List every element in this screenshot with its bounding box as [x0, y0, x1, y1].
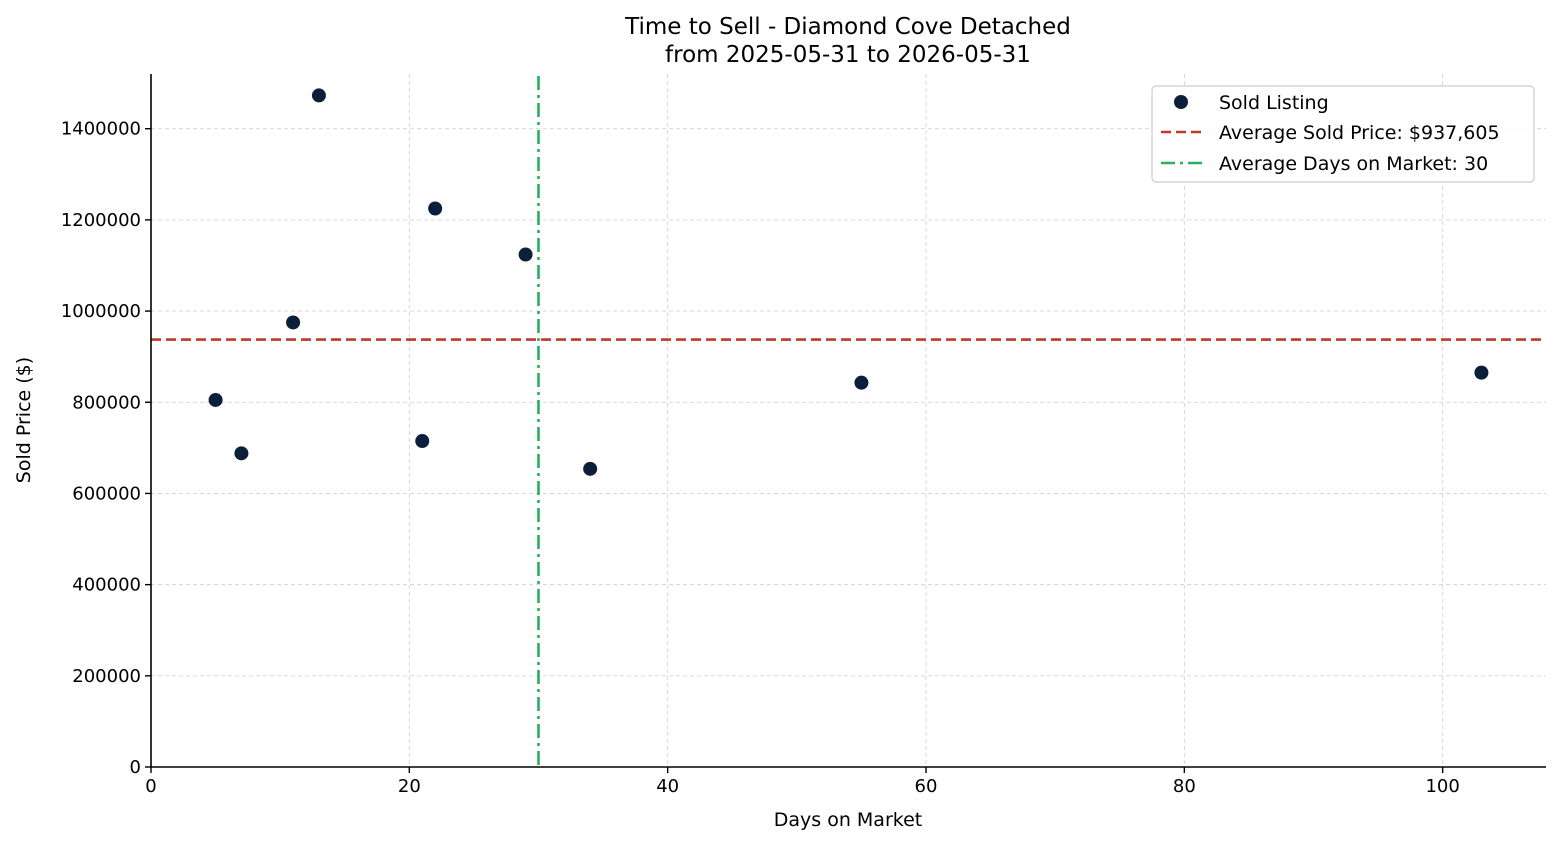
scatter-point	[311, 88, 326, 103]
axes: 0 20 40 60 80 100 0 200000 400000 600000 800000 100…	[61, 74, 1546, 797]
scatter-point	[518, 247, 533, 262]
y-tick-label: 1200000	[61, 210, 141, 231]
scatter-point	[234, 446, 249, 461]
x-tick-label: 60	[915, 776, 938, 797]
x-tick-label: 100	[1425, 776, 1459, 797]
scatter-point	[208, 392, 223, 407]
x-tick-label: 40	[656, 776, 679, 797]
y-tick-label: 400000	[72, 575, 141, 596]
reference-lines	[151, 76, 1546, 767]
scatter-point	[286, 315, 301, 330]
scatter-point	[583, 461, 598, 476]
y-tick-label: 800000	[72, 392, 141, 413]
x-axis-label: Days on Market	[774, 809, 922, 831]
y-tick-label: 0	[130, 757, 141, 778]
y-tick-label: 600000	[72, 483, 141, 504]
y-tick-label: 1000000	[61, 301, 141, 322]
x-tick-label: 20	[398, 776, 421, 797]
scatter-point	[428, 201, 443, 216]
legend-label: Sold Listing	[1219, 92, 1329, 114]
legend: Sold Listing Average Sold Price: $937,605…	[1151, 85, 1535, 183]
legend-marker-point	[1174, 95, 1188, 109]
chart-title: Time to Sell - Diamond Cove Detached	[624, 14, 1071, 40]
scatter-point	[415, 434, 430, 449]
scatter-points	[208, 88, 1489, 476]
x-tick-label: 0	[145, 776, 156, 797]
x-tick-label: 80	[1173, 776, 1196, 797]
y-tick-label: 1400000	[61, 119, 141, 140]
chart-subtitle: from 2025-05-31 to 2026-05-31	[665, 42, 1031, 68]
legend-box	[1151, 85, 1535, 183]
y-tick-label: 200000	[72, 666, 141, 687]
scatter-point	[854, 375, 869, 390]
legend-label: Average Days on Market: 30	[1219, 153, 1488, 175]
legend-label: Average Sold Price: $937,605	[1219, 122, 1500, 144]
scatter-point	[1474, 365, 1489, 380]
y-axis-label: Sold Price ($)	[13, 357, 35, 483]
